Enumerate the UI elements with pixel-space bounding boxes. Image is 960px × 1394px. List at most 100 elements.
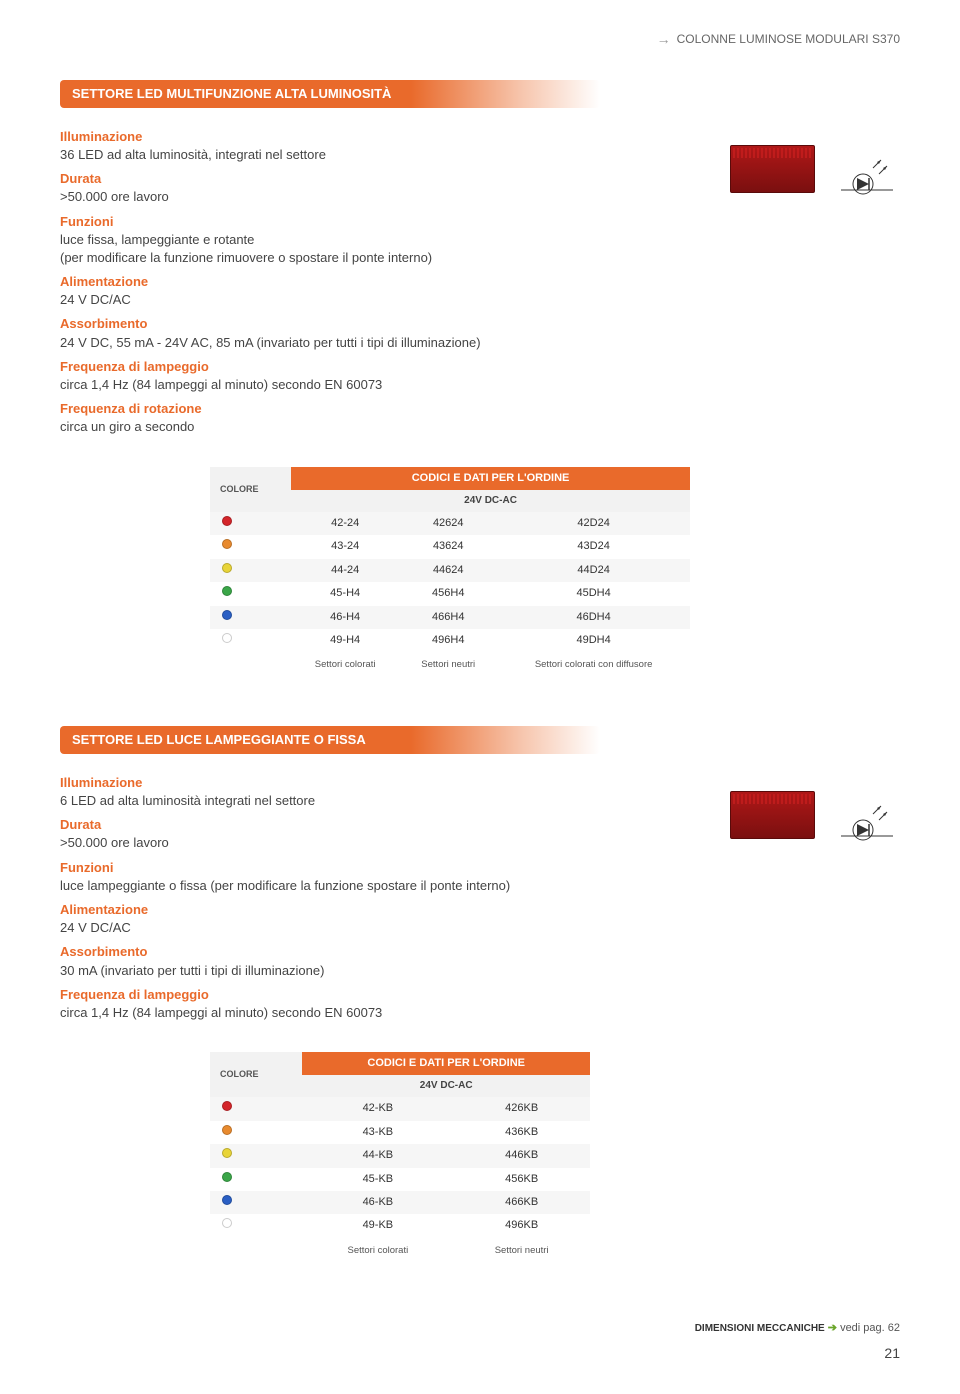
spec-text: 36 LED ad alta luminosità, integrati nel…	[60, 146, 690, 164]
table-cell: 466KB	[453, 1191, 590, 1214]
table-header-colore: COLORE	[210, 467, 291, 512]
page-ref: vedi pag. 62	[840, 1322, 900, 1334]
spec-text: >50.000 ore lavoro	[60, 188, 690, 206]
table-footer-cell: Settori colorati	[302, 1238, 453, 1261]
table-subheader: 24V DC-AC	[302, 1075, 590, 1097]
section2-content: Illuminazione6 LED ad alta luminosità in…	[60, 768, 900, 1022]
section1-illustration	[730, 142, 900, 197]
spec-label: Durata	[60, 170, 690, 188]
spec-label: Funzioni	[60, 859, 690, 877]
table-row: 45-KB456KB	[210, 1168, 590, 1191]
section2-illustration	[730, 788, 900, 843]
table-footer-cell: Settori neutri	[399, 652, 497, 675]
section2-table-wrap: COLORECODICI E DATI PER L'ORDINE24V DC-A…	[210, 1052, 590, 1261]
section1-table: COLORECODICI E DATI PER L'ORDINE24V DC-A…	[210, 467, 690, 676]
spec-label: Illuminazione	[60, 128, 690, 146]
table-cell: 44D24	[497, 559, 690, 582]
table-cell: 49-H4	[291, 629, 399, 652]
arrow-right-icon: →	[657, 30, 671, 50]
color-dot-icon	[222, 586, 232, 596]
table-cell: 46-KB	[302, 1191, 453, 1214]
table-row: 43-KB436KB	[210, 1121, 590, 1144]
table-cell: 42-KB	[302, 1097, 453, 1120]
table-row: 42-244262442D24	[210, 512, 690, 535]
table-cell: 42D24	[497, 512, 690, 535]
table-row: 49-KB496KB	[210, 1214, 590, 1237]
table-cell: 456H4	[399, 582, 497, 605]
color-dot-icon	[222, 610, 232, 620]
color-dot-icon	[222, 516, 232, 526]
table-cell: 496KB	[453, 1214, 590, 1237]
led-symbol-icon	[835, 142, 900, 197]
table-footer-cell: Settori colorati	[291, 652, 399, 675]
table-header-main: CODICI E DATI PER L'ORDINE	[302, 1052, 590, 1075]
table-cell: 496H4	[399, 629, 497, 652]
spec-text: 30 mA (invariato per tutti i tipi di ill…	[60, 962, 690, 980]
spec-label: Funzioni	[60, 213, 690, 231]
spec-text: >50.000 ore lavoro	[60, 834, 690, 852]
section1-specs: Illuminazione36 LED ad alta luminosità, …	[60, 122, 690, 437]
table-cell: 466H4	[399, 606, 497, 629]
spec-label: Alimentazione	[60, 273, 690, 291]
dim-label: DIMENSIONI MECCANICHE	[695, 1323, 825, 1334]
spec-text: 6 LED ad alta luminosità integrati nel s…	[60, 792, 690, 810]
color-dot-icon	[222, 1148, 232, 1158]
spec-label: Frequenza di lampeggio	[60, 986, 690, 1004]
table-cell: 42624	[399, 512, 497, 535]
section2-title: SETTORE LED LUCE LAMPEGGIANTE O FISSA	[60, 726, 600, 754]
color-dot-icon	[222, 1172, 232, 1182]
table-cell: 43624	[399, 535, 497, 558]
table-header-main: CODICI E DATI PER L'ORDINE	[291, 467, 690, 490]
section1-table-wrap: COLORECODICI E DATI PER L'ORDINE24V DC-A…	[210, 467, 690, 676]
table-cell: 49-KB	[302, 1214, 453, 1237]
table-cell: 42-24	[291, 512, 399, 535]
spec-label: Assorbimento	[60, 943, 690, 961]
table-row: 45-H4456H445DH4	[210, 582, 690, 605]
page-header: → COLONNE LUMINOSE MODULARI S370	[60, 30, 900, 50]
spec-label: Alimentazione	[60, 901, 690, 919]
table-cell: 436KB	[453, 1121, 590, 1144]
spec-text: circa 1,4 Hz (84 lampeggi al minuto) sec…	[60, 376, 690, 394]
page-number: 21	[884, 1345, 900, 1361]
color-dot-icon	[222, 1218, 232, 1228]
table-header-colore: COLORE	[210, 1052, 302, 1097]
spec-label: Assorbimento	[60, 315, 690, 333]
table-cell: 43-KB	[302, 1121, 453, 1144]
spec-text: luce fissa, lampeggiante e rotante (per …	[60, 231, 690, 267]
spec-text: 24 V DC/AC	[60, 291, 690, 309]
table-cell: 46DH4	[497, 606, 690, 629]
section1-title: SETTORE LED MULTIFUNZIONE ALTA LUMINOSIT…	[60, 80, 600, 108]
table-row: 44-244462444D24	[210, 559, 690, 582]
spec-label: Frequenza di lampeggio	[60, 358, 690, 376]
table-footer-cell: Settori colorati con diffusore	[497, 652, 690, 675]
table-cell: 43-24	[291, 535, 399, 558]
led-symbol-icon	[835, 788, 900, 843]
color-dot-icon	[222, 539, 232, 549]
table-footer-cell: Settori neutri	[453, 1238, 590, 1261]
spec-text: circa un giro a secondo	[60, 418, 690, 436]
module-icon	[730, 145, 815, 193]
table-cell: 43D24	[497, 535, 690, 558]
table-row: 43-244362443D24	[210, 535, 690, 558]
arrow-right-icon: ➔	[828, 1322, 840, 1334]
spec-text: luce lampeggiante o fissa (per modificar…	[60, 877, 690, 895]
color-dot-icon	[222, 633, 232, 643]
spec-label: Illuminazione	[60, 774, 690, 792]
section2-title-wrap: SETTORE LED LUCE LAMPEGGIANTE O FISSA	[60, 726, 900, 754]
table-cell: 44624	[399, 559, 497, 582]
color-dot-icon	[222, 1101, 232, 1111]
color-dot-icon	[222, 1125, 232, 1135]
page-footer: DIMENSIONI MECCANICHE ➔ vedi pag. 62	[60, 1321, 900, 1336]
header-text: COLONNE LUMINOSE MODULARI S370	[677, 31, 900, 48]
table-cell: 446KB	[453, 1144, 590, 1167]
table-subheader: 24V DC-AC	[291, 490, 690, 512]
section1-title-wrap: SETTORE LED MULTIFUNZIONE ALTA LUMINOSIT…	[60, 80, 900, 108]
spec-label: Durata	[60, 816, 690, 834]
table-cell: 44-KB	[302, 1144, 453, 1167]
color-dot-icon	[222, 1195, 232, 1205]
spec-text: 24 V DC/AC	[60, 919, 690, 937]
table-row: 44-KB446KB	[210, 1144, 590, 1167]
section1-content: Illuminazione36 LED ad alta luminosità, …	[60, 122, 900, 437]
spec-text: 24 V DC, 55 mA - 24V AC, 85 mA (invariat…	[60, 334, 690, 352]
table-cell: 45-H4	[291, 582, 399, 605]
